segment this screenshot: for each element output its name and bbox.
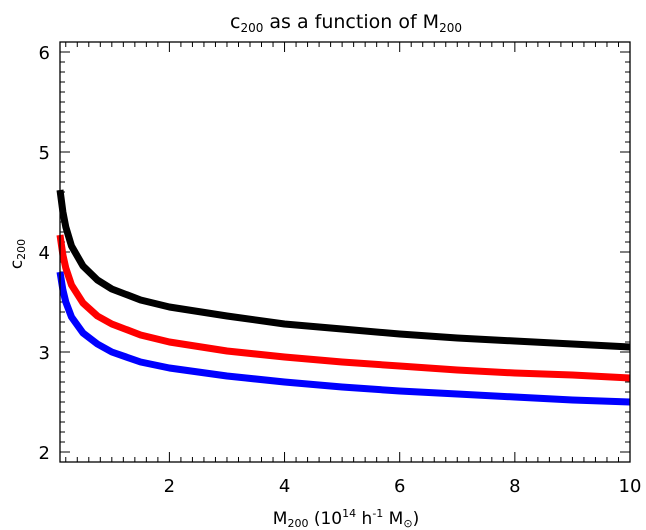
y-tick-label: 4 [39,243,50,264]
x-tick-label: 2 [164,476,175,497]
series-line-1 [56,189,631,351]
series-line-3 [56,271,631,406]
y-tick-label: 6 [39,43,50,64]
y-tick-label: 5 [39,143,50,164]
chart-title: c200 as a function of M200 [230,11,462,35]
x-tick-label: 8 [509,476,520,497]
x-tick-label: 4 [279,476,290,497]
x-tick-label: 6 [394,476,405,497]
series-lines [56,189,631,406]
x-tick-label: 10 [619,476,642,497]
tick-labels: 2 4 6 8 10 2 3 4 5 6 [39,43,642,497]
plot-frame [59,41,631,463]
y-tick-label: 3 [39,343,50,364]
series-line-2 [56,234,631,382]
y-axis-label: c200 [7,239,28,269]
x-axis-label: M200 (1014 h-1 M⊙) [273,507,419,530]
y-tick-label: 2 [39,443,50,464]
